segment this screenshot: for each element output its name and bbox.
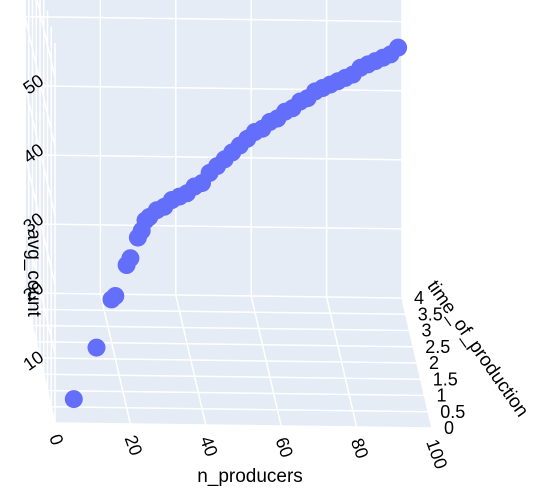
data-points [64, 38, 408, 409]
grid-line-y-floor [28, 308, 406, 315]
y-tick-label: 3 [422, 321, 432, 341]
x-tick-label: 80 [347, 436, 373, 462]
grid-line-z-left [24, 16, 56, 147]
grid-line-y-floor [51, 406, 429, 413]
grid-line-z-back [24, 15, 403, 23]
grid-line-z-back [24, 223, 403, 230]
grid-line-y-floor [54, 422, 433, 429]
x-tick-label: 0 [45, 432, 67, 448]
grid-line-z-left [36, 0, 56, 78]
data-point [121, 249, 140, 268]
x-tick-label: 60 [271, 435, 297, 461]
y-tick-label: 0 [444, 418, 454, 438]
grid-line-z-left [24, 154, 56, 285]
x-tick-label: 40 [196, 434, 222, 460]
grid-line-y-floor [24, 292, 403, 299]
y-tick-label: 1.5 [433, 369, 458, 389]
grid-line-y-floor [43, 373, 421, 380]
x-axis-label: n_producers [197, 466, 303, 487]
data-point [87, 338, 106, 357]
x-tick-label: 20 [121, 433, 147, 459]
grid-line-z-back [24, 154, 403, 161]
y-tick-label: 4 [414, 288, 424, 308]
back-wall [25, 0, 402, 298]
data-point [106, 287, 125, 305]
data-point [64, 390, 83, 409]
grid-lines [24, 0, 433, 429]
grid-line-y-floor [47, 389, 425, 397]
z-axis-label: avg_count [23, 229, 44, 317]
y-tick-label: 2.5 [425, 337, 450, 357]
y-tick-label: 0.5 [440, 402, 465, 422]
x-tick-label: 100 [422, 437, 451, 472]
grid-line-y-floor [39, 357, 418, 364]
grid-line-z-left [24, 223, 56, 355]
grid-line-z-left [24, 85, 56, 216]
data-point [389, 38, 408, 57]
y-tick-label: 2 [429, 353, 439, 373]
y-tick-label: 3.5 [418, 304, 443, 324]
grid-line-y-floor [32, 324, 410, 332]
y-tick-label: 1 [437, 386, 447, 406]
